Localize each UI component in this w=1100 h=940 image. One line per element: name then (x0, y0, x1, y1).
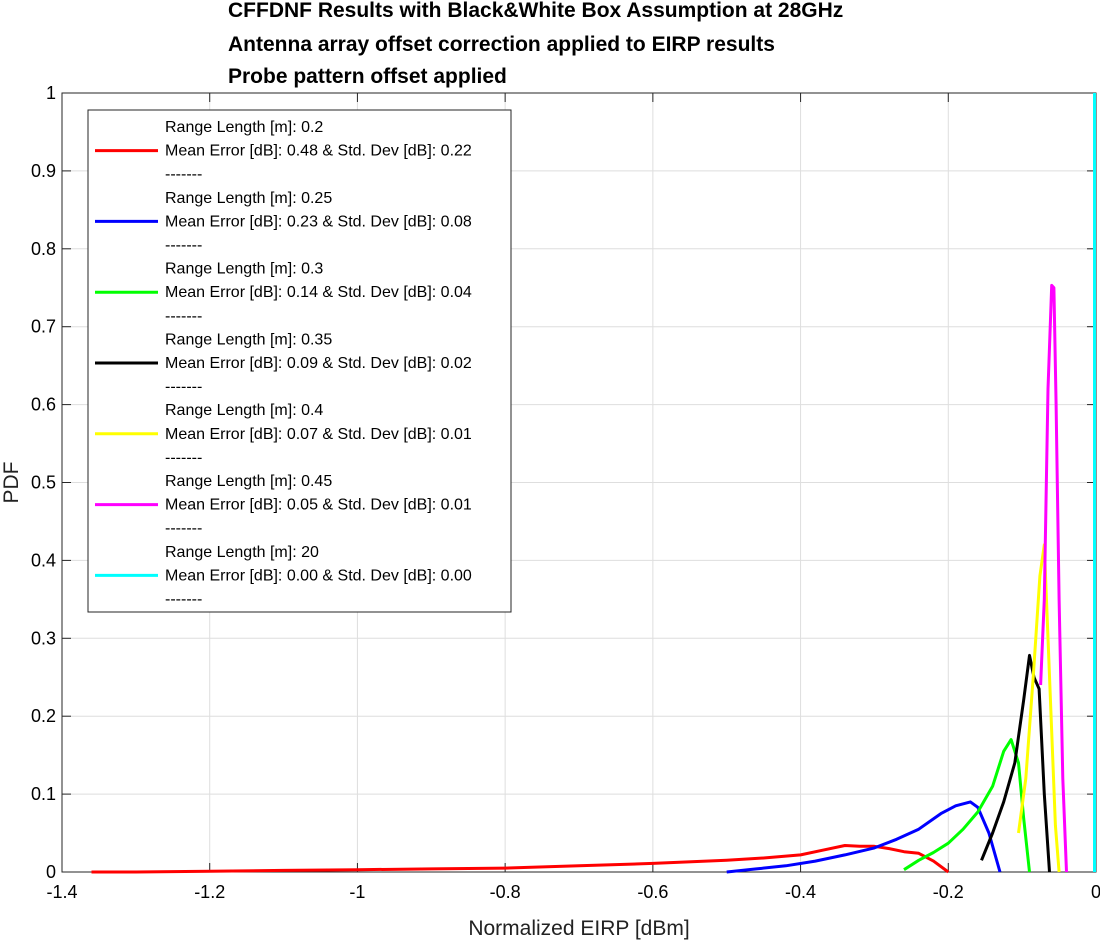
axis-ticks: -1.4 -1.2 -1 -0.8 -0.6 -0.4 -0.2 0 0 0.1 0.2 0.3 0.4… (31, 83, 1100, 902)
y-axis-label: PDF (0, 462, 23, 504)
legend-entry-text: ------- (165, 449, 202, 466)
legend-entry-text: Range Length [m]: 0.4 (165, 402, 323, 419)
y-tick-label: 0.5 (31, 473, 56, 493)
legend-entry-text: ------- (165, 520, 202, 537)
x-tick-label: -0.6 (637, 882, 668, 902)
y-tick-label: 0.7 (31, 317, 56, 337)
series-line-2 (726, 800, 1002, 874)
y-tick-label: 0.4 (31, 550, 56, 570)
series-line-3 (903, 738, 1031, 873)
legend-entry-text: Range Length [m]: 0.25 (165, 190, 332, 207)
legend-entry-text: Mean Error [dB]: 0.23 & Std. Dev [dB]: 0… (165, 213, 472, 230)
x-tick-label: -0.2 (933, 882, 964, 902)
y-tick-label: 0.6 (31, 395, 56, 415)
series-line-4 (980, 653, 1051, 873)
y-tick-label: 0.8 (31, 239, 56, 259)
legend-entry-text: Mean Error [dB]: 0.00 & Std. Dev [dB]: 0… (165, 567, 472, 584)
legend-entry-text: ------- (165, 166, 202, 183)
x-tick-label: 0 (1091, 882, 1100, 902)
chart-title: CFFDNF Results with Black&White Box Assu… (228, 0, 843, 88)
legend-entry-text: Mean Error [dB]: 0.07 & Std. Dev [dB]: 0… (165, 426, 472, 443)
series-line-6 (1039, 283, 1068, 873)
legend-entry-text: Range Length [m]: 0.3 (165, 261, 323, 278)
y-tick-label: 0.9 (31, 161, 56, 181)
legend-box (87, 109, 512, 613)
series-line-1 (91, 844, 950, 874)
legend-entry-text: Mean Error [dB]: 0.48 & Std. Dev [dB]: 0… (165, 143, 472, 160)
legend-entry-text: Mean Error [dB]: 0.05 & Std. Dev [dB]: 0… (165, 497, 472, 514)
legend-entry-text: Range Length [m]: 0.35 (165, 331, 332, 348)
x-tick-label: -1.4 (46, 882, 77, 902)
legend-entry-text: ------- (165, 237, 202, 254)
legend-entry-text: Mean Error [dB]: 0.14 & Std. Dev [dB]: 0… (165, 284, 472, 301)
x-tick-label: -0.4 (785, 882, 816, 902)
legend-entry-text: Range Length [m]: 0.45 (165, 473, 332, 490)
data-series (91, 93, 1096, 874)
y-tick-label: 0.2 (31, 706, 56, 726)
legend-entry-text: Range Length [m]: 0.2 (165, 119, 323, 136)
legend: Range Length [m]: 0.2 Mean Error [dB]: 0.… (87, 109, 512, 613)
x-tick-label: -1.2 (194, 882, 225, 902)
title-line-3: Probe pattern offset applied (228, 65, 507, 88)
x-axis-label: Normalized EIRP [dBm] (468, 917, 689, 940)
grid-lines (61, 92, 1097, 873)
legend-entry-text: ------- (165, 379, 202, 396)
title-line-2: Antenna array offset correction applied … (228, 33, 775, 56)
x-tick-label: -1 (349, 882, 365, 902)
legend-entry-text: ------- (165, 591, 202, 608)
y-tick-label: 0 (46, 862, 56, 882)
legend-entry-text: ------- (165, 308, 202, 325)
y-tick-label: 0.1 (31, 784, 56, 804)
x-tick-label: -0.8 (490, 882, 521, 902)
legend-entry-text: Range Length [m]: 20 (165, 544, 319, 561)
title-line-1: CFFDNF Results with Black&White Box Assu… (228, 0, 843, 22)
y-tick-label: 1 (46, 83, 56, 103)
legend-entry-text: Mean Error [dB]: 0.09 & Std. Dev [dB]: 0… (165, 355, 472, 372)
y-tick-label: 0.3 (31, 628, 56, 648)
